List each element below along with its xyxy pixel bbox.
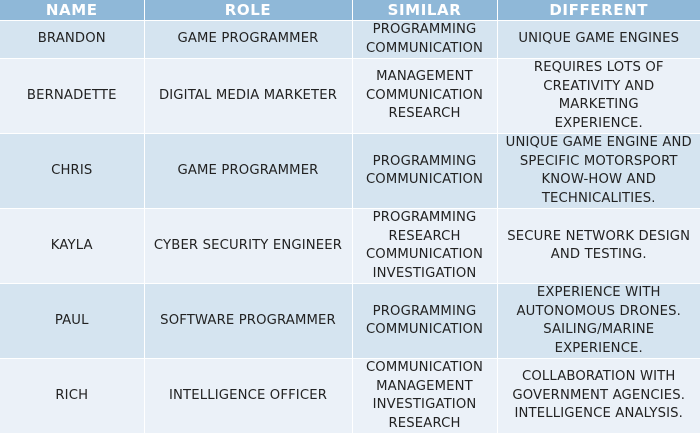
table-row: PAUL SOFTWARE PROGRAMMER PROGRAMMING COM…	[0, 283, 700, 359]
similar-line: PROGRAMMING	[372, 22, 477, 37]
cell-different: EXPERIENCE WITH AUTONOMOUS DRONES. SAILI…	[497, 283, 700, 359]
header-role: ROLE	[144, 0, 353, 21]
cell-different: REQUIRES LOTS OF CREATIVITY AND MARKETIN…	[497, 58, 700, 134]
different-line: EXPERIENCE.	[554, 340, 643, 356]
similar-line: PROGRAMMING	[372, 153, 477, 169]
similar-line: INVESTIGATION	[372, 397, 477, 412]
table-row: BRANDON GAME PROGRAMMER PROGRAMMING COMM…	[0, 20, 700, 59]
similar-line: INVESTIGATION	[372, 265, 477, 281]
cell-name: CHRIS	[0, 133, 145, 209]
different-line: EXPERIENCE.	[554, 115, 643, 131]
cell-similar: MANAGEMENT COMMUNICATION RESEARCH	[352, 58, 498, 134]
cell-role: GAME PROGRAMMER	[144, 133, 353, 209]
different-line: SECURE NETWORK DESIGN	[507, 228, 691, 244]
different-line: AND TESTING.	[550, 247, 647, 262]
different-line: TECHNICALITIES.	[541, 190, 656, 206]
different-line: REQUIRES LOTS OF	[533, 60, 664, 75]
header-different: DIFFERENT	[497, 0, 700, 21]
cell-name: PAUL	[0, 283, 145, 359]
similar-line: COMMUNICATION	[365, 87, 484, 103]
different-line: EXPERIENCE WITH	[536, 285, 661, 300]
cell-similar: PROGRAMMING COMMUNICATION	[352, 283, 498, 359]
cell-different: UNIQUE GAME ENGINE AND SPECIFIC MOTORSPO…	[497, 133, 700, 209]
similar-line: COMMUNICATION	[365, 322, 484, 337]
different-line: COLLABORATION WITH	[522, 369, 676, 385]
cell-role: GAME PROGRAMMER	[144, 20, 353, 59]
different-line: UNIQUE GAME ENGINES	[518, 31, 680, 47]
cell-role: SOFTWARE PROGRAMMER	[144, 283, 353, 359]
similar-line: RESEARCH	[388, 106, 461, 122]
cell-similar: PROGRAMMING COMMUNICATION	[352, 20, 498, 59]
table-row: BERNADETTE DIGITAL MEDIA MARKETER MANAGE…	[0, 58, 700, 134]
cell-name: BRANDON	[0, 20, 145, 59]
cell-role: INTELLIGENCE OFFICER	[144, 358, 353, 434]
table-row: RICH INTELLIGENCE OFFICER COMMUNICATION …	[0, 358, 700, 434]
similar-line: COMMUNICATION	[365, 247, 484, 262]
different-line: INTELLIGENCE ANALYSIS.	[514, 406, 684, 422]
similar-line: COMMUNICATION	[365, 40, 484, 56]
header-row: NAME ROLE SIMILAR DIFFERENT	[0, 0, 700, 21]
table-row: KAYLA CYBER SECURITY ENGINEER PROGRAMMIN…	[0, 208, 700, 284]
cell-role: DIGITAL MEDIA MARKETER	[144, 58, 353, 134]
cell-name: KAYLA	[0, 208, 145, 284]
different-line: SAILING/MARINE	[543, 322, 655, 337]
cell-name: RICH	[0, 358, 145, 434]
similar-line: COMMUNICATION	[365, 172, 484, 187]
different-line: AUTONOMOUS DRONES.	[516, 303, 681, 319]
cell-role: CYBER SECURITY ENGINEER	[144, 208, 353, 284]
similar-line: MANAGEMENT	[376, 69, 473, 85]
table-row: CHRIS GAME PROGRAMMER PROGRAMMING COMMUN…	[0, 133, 700, 209]
different-line: SPECIFIC MOTORSPORT	[519, 153, 678, 169]
similar-line: PROGRAMMING	[372, 303, 477, 319]
different-line: CREATIVITY AND MARKETING	[543, 78, 655, 113]
cell-different: COLLABORATION WITH GOVERNMENT AGENCIES. …	[497, 358, 700, 434]
cell-similar: PROGRAMMING RESEARCH COMMUNICATION INVES…	[352, 208, 498, 284]
header-similar: SIMILAR	[352, 0, 498, 21]
similar-line: MANAGEMENT	[376, 378, 473, 394]
cell-similar: COMMUNICATION MANAGEMENT INVESTIGATION R…	[352, 358, 498, 434]
header-name: NAME	[0, 0, 145, 21]
similar-line: RESEARCH	[388, 228, 461, 244]
cell-different: UNIQUE GAME ENGINES	[497, 20, 700, 59]
cell-name: BERNADETTE	[0, 58, 145, 134]
cell-similar: PROGRAMMING COMMUNICATION	[352, 133, 498, 209]
different-line: KNOW-HOW AND	[541, 172, 657, 187]
similar-line: COMMUNICATION	[365, 360, 484, 375]
different-line: UNIQUE GAME ENGINE AND	[505, 135, 692, 150]
cell-different: SECURE NETWORK DESIGN AND TESTING.	[497, 208, 700, 284]
similar-line: PROGRAMMING	[372, 210, 477, 225]
different-line: GOVERNMENT AGENCIES.	[512, 387, 686, 403]
similar-line: RESEARCH	[388, 415, 461, 431]
